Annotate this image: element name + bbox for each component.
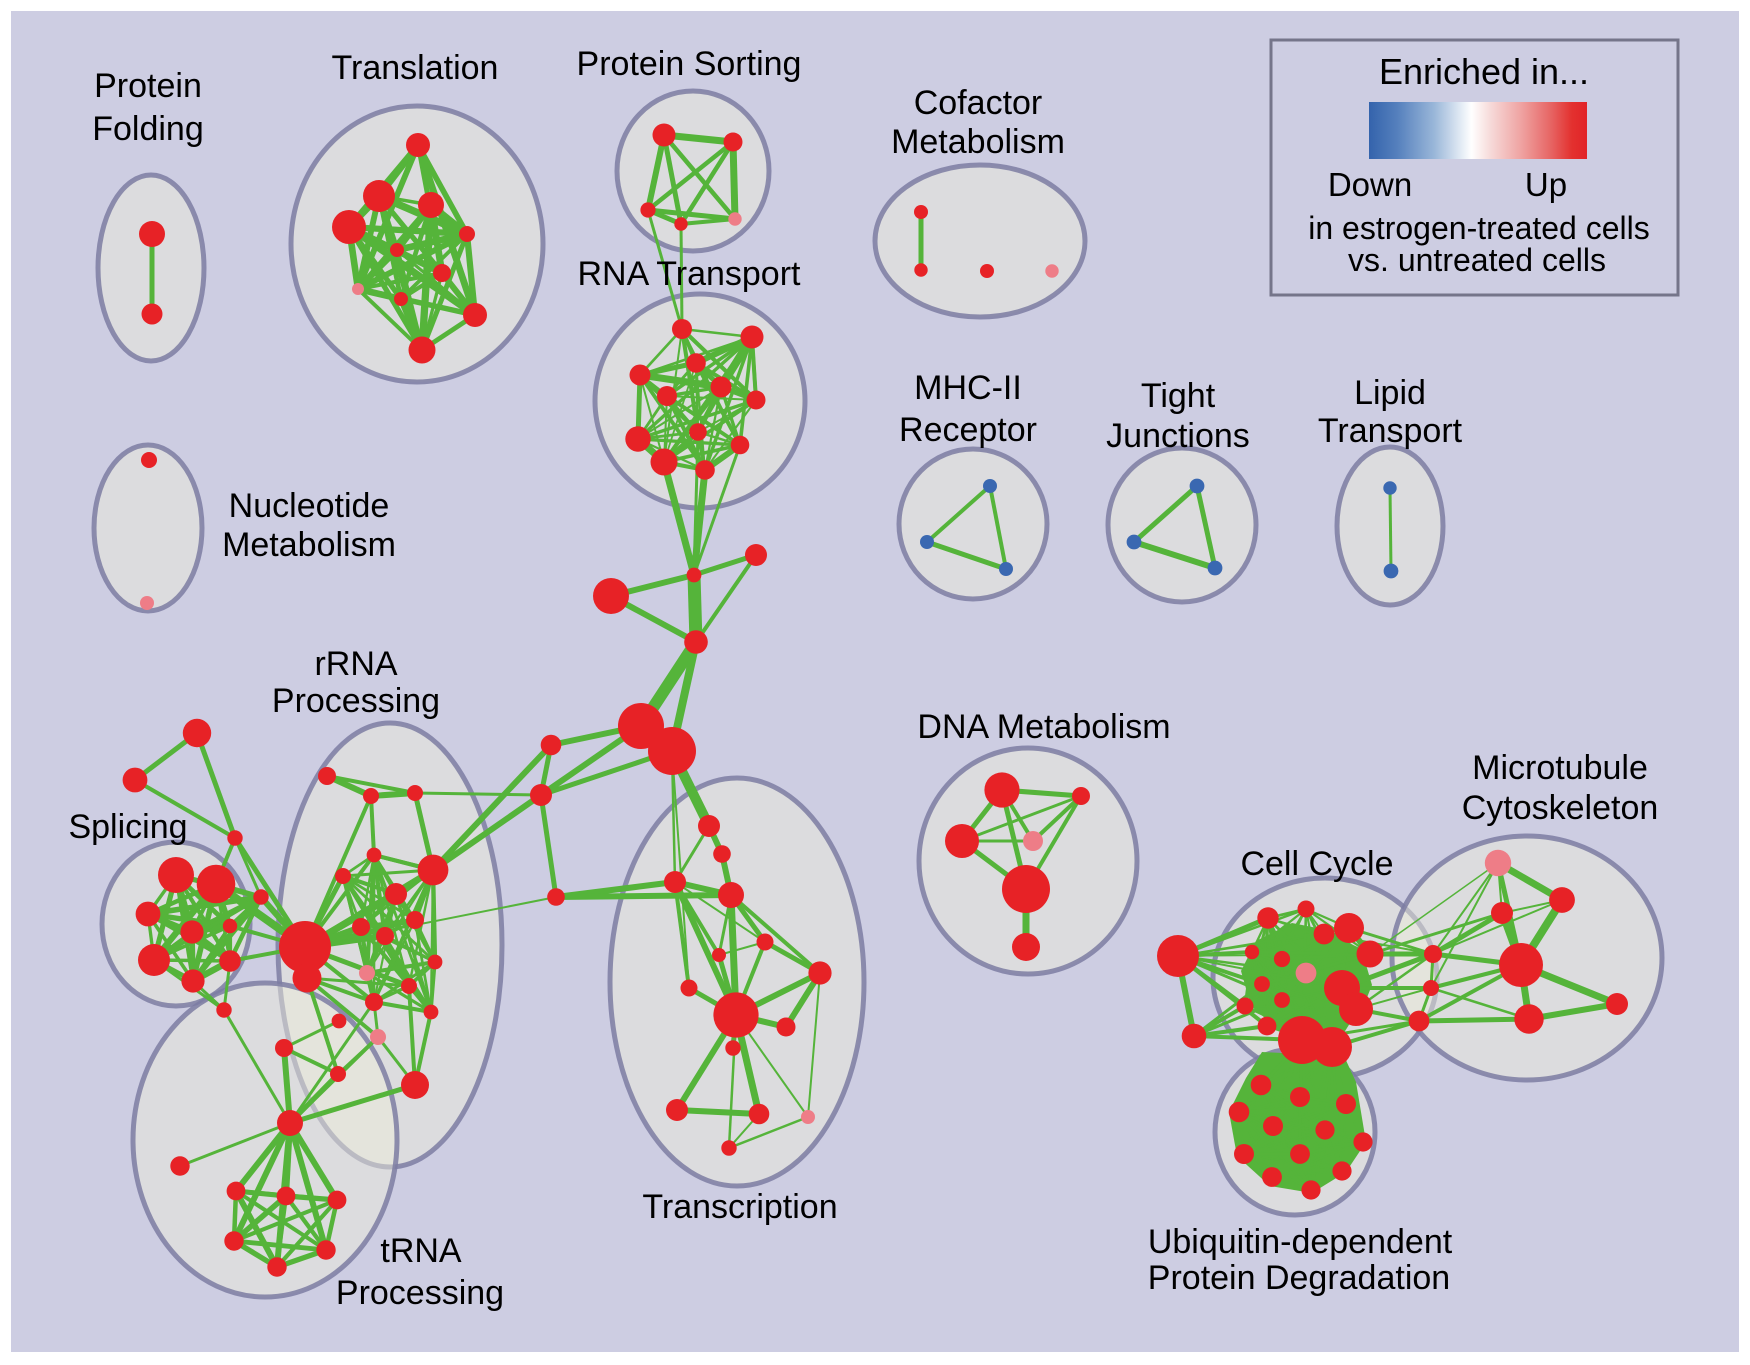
svg-text:Ubiquitin-dependent: Ubiquitin-dependent [1148,1223,1453,1261]
svg-text:Down: Down [1328,166,1412,203]
svg-text:Up: Up [1525,166,1567,203]
svg-text:tRNA: tRNA [380,1232,462,1270]
svg-text:Enriched in...: Enriched in... [1379,51,1589,92]
svg-text:in estrogen-treated cells: in estrogen-treated cells [1308,210,1650,246]
svg-text:Cofactor: Cofactor [914,84,1043,122]
svg-text:Folding: Folding [92,110,204,148]
svg-text:Transport: Transport [1318,412,1463,450]
svg-text:Cytoskeleton: Cytoskeleton [1462,789,1659,827]
svg-text:Nucleotide: Nucleotide [229,487,390,525]
svg-text:Metabolism: Metabolism [222,526,396,564]
svg-text:Processing: Processing [272,682,440,720]
svg-text:vs. untreated cells: vs. untreated cells [1348,242,1606,278]
svg-text:Metabolism: Metabolism [891,123,1065,161]
svg-text:Protein Degradation: Protein Degradation [1148,1259,1450,1297]
svg-text:Junctions: Junctions [1106,417,1250,455]
svg-text:rRNA: rRNA [314,645,397,683]
svg-text:Transcription: Transcription [642,1188,837,1226]
svg-text:Translation: Translation [332,49,499,87]
svg-text:Microtubule: Microtubule [1472,749,1648,787]
svg-text:Protein Sorting: Protein Sorting [577,45,802,83]
svg-text:MHC-II: MHC-II [914,369,1022,407]
svg-text:RNA Transport: RNA Transport [578,255,802,293]
svg-text:Protein: Protein [94,67,202,105]
svg-text:DNA Metabolism: DNA Metabolism [917,708,1170,746]
svg-text:Receptor: Receptor [899,411,1037,449]
svg-text:Tight: Tight [1141,377,1216,415]
svg-text:Splicing: Splicing [68,808,187,846]
svg-text:Lipid: Lipid [1354,374,1426,412]
svg-text:Cell Cycle: Cell Cycle [1240,845,1393,883]
svg-text:Processing: Processing [336,1274,504,1312]
